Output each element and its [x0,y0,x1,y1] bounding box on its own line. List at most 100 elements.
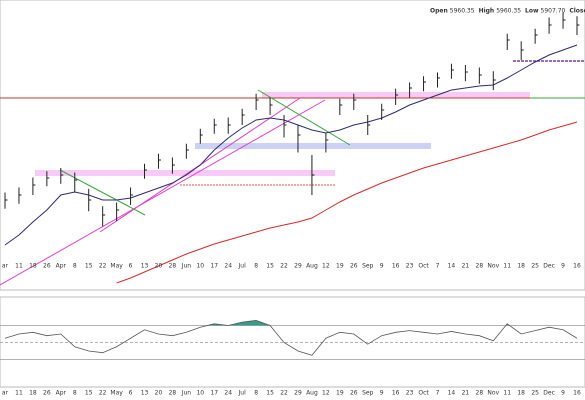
x-tick-label: 22 [280,390,288,397]
x-tick-label: May [110,263,123,270]
x-tick-label: 15 [266,390,274,397]
x-tick-label: 22 [99,263,107,270]
ohlc-header: Open5960.35High5960.35Low5907.70Close592… [430,8,585,15]
x-tick-label: 7 [436,390,440,397]
x-tick-label: 23 [406,390,414,397]
x-tick-label: 18 [29,263,37,270]
x-tick-label: 13 [141,263,149,270]
x-tick-label: 28 [169,390,177,397]
header-value: 5960.35 [496,8,521,15]
header-label: High [479,8,495,15]
x-tick-label: 9 [380,263,384,270]
x-tick-label: 19 [336,390,344,397]
x-tick-label: Apr [56,263,67,270]
x-tick-label: 11 [503,263,511,270]
x-tick-label: 10 [196,263,204,270]
x-tick-label: 28 [476,390,484,397]
x-tick-label: 22 [280,263,288,270]
x-tick-label: 15 [85,390,93,397]
x-tick-label: 23 [406,263,414,270]
x-tick-label: Aug [306,263,318,270]
x-tick-label: 26 [350,390,358,397]
x-tick-label: ar [2,263,9,270]
header-label: Open [430,8,448,15]
x-tick-label: 16 [573,263,581,270]
x-tick-label: 29 [294,263,302,270]
x-tick-label: 8 [73,390,77,397]
x-tick-label: 11 [15,390,23,397]
x-tick-label: 11 [15,263,23,270]
x-tick-label: 21 [462,390,470,397]
x-tick-label: 25 [531,263,539,270]
x-tick-label: 14 [448,390,456,397]
moving-average [116,121,578,284]
x-tick-label: 29 [294,390,302,397]
x-tick-label: 17 [210,263,218,270]
x-tick-label: 11 [503,390,511,397]
x-tick-label: 16 [392,263,400,270]
x-tick-label: 6 [129,263,133,270]
x-tick-label: Nov [487,390,499,397]
trend-line [0,99,326,286]
x-tick-label: Aug [306,390,318,397]
indicator-panel [0,296,585,388]
x-tick-label: Jul [238,263,247,270]
x-tick-label: Dec [543,263,555,270]
x-tick-label: May [110,390,123,397]
x-tick-label: 9 [561,390,565,397]
x-tick-label: Jun [181,390,192,397]
x-tick-label: 8 [254,390,258,397]
zone [195,143,431,149]
x-tick-label: 24 [224,263,232,270]
x-tick-label: Oct [418,263,429,270]
x-tick-label: 15 [266,263,274,270]
x-tick-label: 16 [573,390,581,397]
indicator-line [4,319,578,356]
x-tick-label: Apr [56,390,67,397]
x-tick-label: 9 [380,390,384,397]
x-tick-label: Nov [487,263,499,270]
zone [35,170,335,176]
x-tick-label: 28 [169,263,177,270]
trend-line [59,169,146,216]
x-tick-label: 25 [531,390,539,397]
x-tick-label: 8 [254,263,258,270]
header-value: 5907.70 [541,8,566,15]
x-tick-label: 12 [322,390,330,397]
x-tick-label: 7 [436,263,440,270]
x-tick-label: 22 [99,390,107,397]
x-tick-label: 8 [73,263,77,270]
x-tick-label: 13 [141,390,149,397]
x-tick-label: 28 [476,263,484,270]
moving-average [4,44,578,246]
x-tick-label: 15 [85,263,93,270]
x-tick-label: Oct [418,390,429,397]
x-tick-label: 26 [43,263,51,270]
x-tick-label: 26 [43,390,51,397]
x-tick-label: 24 [224,390,232,397]
x-tick-label: Jul [238,390,247,397]
x-tick-label: 16 [392,390,400,397]
x-tick-label: 18 [517,263,525,270]
x-tick-label: 26 [350,263,358,270]
x-tick-label: 12 [322,263,330,270]
x-tick-label: 19 [336,263,344,270]
x-tick-label: 21 [462,263,470,270]
x-tick-label: Sep [362,263,374,270]
x-tick-label: 18 [29,390,37,397]
x-tick-label: 10 [196,390,204,397]
x-tick-label: 6 [129,390,133,397]
trend-line [257,89,351,146]
x-tick-label: 18 [517,390,525,397]
x-tick-label: 17 [210,390,218,397]
x-tick-label: 20 [155,390,163,397]
x-tick-label: 9 [561,263,565,270]
x-tick-label: 20 [155,263,163,270]
x-tick-label: Jun [181,263,192,270]
x-tick-label: Dec [543,390,555,397]
x-tick-label: 14 [448,263,456,270]
header-label: Close [569,8,585,15]
header-label: Low [525,8,539,15]
header-value: 5960.35 [450,8,475,15]
